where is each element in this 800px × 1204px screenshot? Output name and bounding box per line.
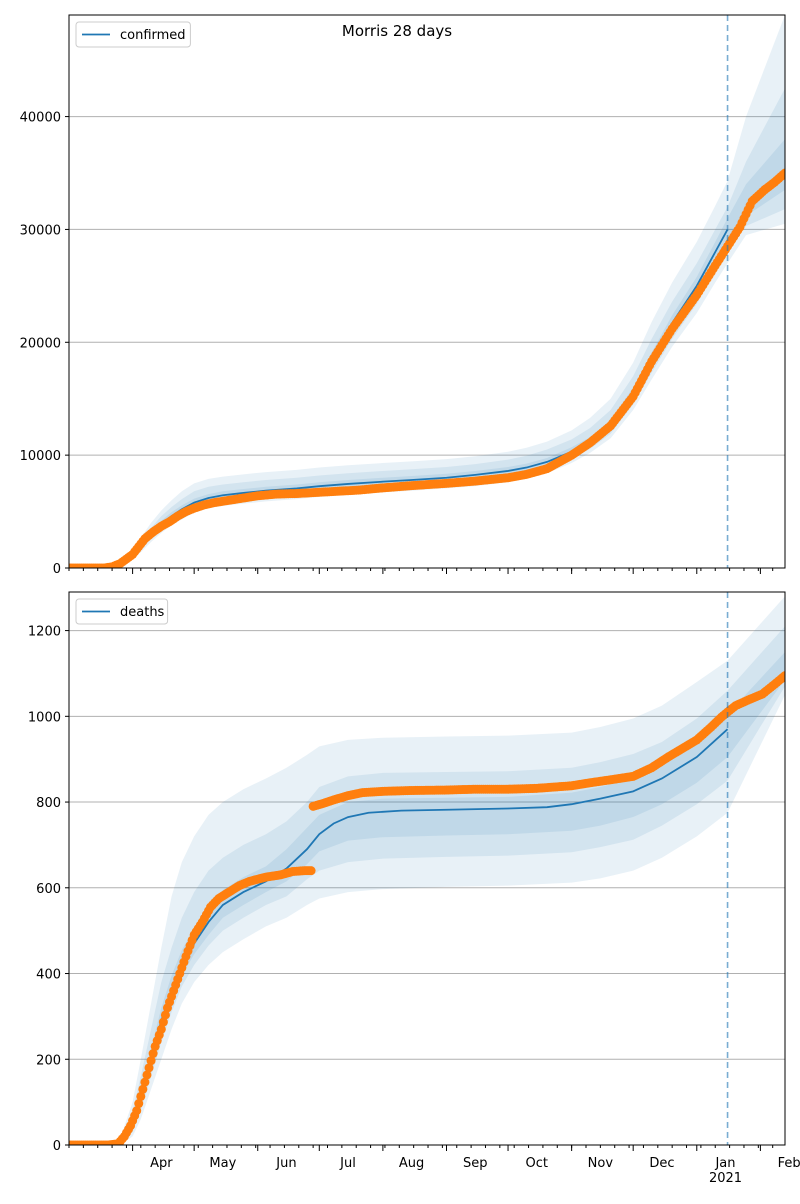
observed-point: [780, 671, 785, 681]
observed-point: [160, 1010, 170, 1020]
observed-point: [148, 1049, 158, 1059]
legend-box: [75, 21, 191, 48]
y-tick-label: 20000: [20, 336, 61, 351]
x-tick-label: Apr: [150, 1156, 173, 1171]
observed-points: [69, 671, 785, 1145]
deaths-panel: 0 200 400 600 800 1000 1200 Apr May Jun Jul Aug Sep O…: [28, 591, 800, 1186]
uncertainty-band: [69, 596, 785, 1145]
x-tick-label: Oct: [526, 1156, 548, 1171]
y-tick-label: 40000: [20, 111, 61, 126]
x-tick-label: Jan: [714, 1156, 735, 1171]
legend-box: [75, 598, 169, 625]
x-tick-label: Jul: [339, 1156, 356, 1171]
uncertainty-band: [69, 88, 785, 568]
legend: deaths: [75, 598, 169, 625]
y-tick-label: 400: [36, 968, 61, 983]
observed-point: [144, 1063, 154, 1073]
x-tick-label: Aug: [399, 1156, 424, 1171]
y-tick-label: 10000: [20, 449, 61, 464]
observed-point: [134, 1099, 144, 1109]
axes-frame: [68, 14, 786, 569]
y-tick-label: 1000: [28, 710, 61, 725]
legend-label: deaths: [120, 605, 165, 620]
observed-point: [138, 1084, 148, 1094]
legend-label: confirmed: [120, 28, 186, 43]
observed-point: [156, 1024, 166, 1034]
legend: confirmed: [75, 21, 191, 48]
observed-point: [306, 866, 316, 876]
x-tick-label: Jun: [275, 1156, 296, 1171]
observed-point: [158, 1017, 168, 1027]
observed-point: [140, 1077, 150, 1087]
y-tick-label: 200: [36, 1053, 61, 1068]
observed-point: [146, 1056, 156, 1066]
observed-points: [69, 168, 785, 568]
observed-point: [132, 1106, 142, 1116]
x-year-label: 2021: [709, 1171, 742, 1186]
axes-frame: [68, 591, 786, 1146]
y-tick-label: 800: [36, 796, 61, 811]
y-tick-label: 0: [53, 1139, 61, 1154]
x-tick-label: Sep: [463, 1156, 488, 1171]
x-tick-label: May: [209, 1156, 236, 1171]
x-tick-label: Dec: [649, 1156, 674, 1171]
y-tick-label: 30000: [20, 223, 61, 238]
x-tick-label: Nov: [588, 1156, 614, 1171]
y-tick-label: 1200: [28, 625, 61, 640]
observed-point: [142, 1070, 152, 1080]
confirmed-panel: 0 10000 20000 30000 40000 confirmed: [20, 14, 786, 577]
observed-point: [136, 1091, 146, 1101]
chart-title: Morris 28 days: [342, 22, 452, 40]
observed-point: [780, 168, 785, 178]
x-tick-label: Feb: [778, 1156, 800, 1171]
y-tick-label: 600: [36, 882, 61, 897]
y-tick-label: 0: [53, 562, 61, 577]
